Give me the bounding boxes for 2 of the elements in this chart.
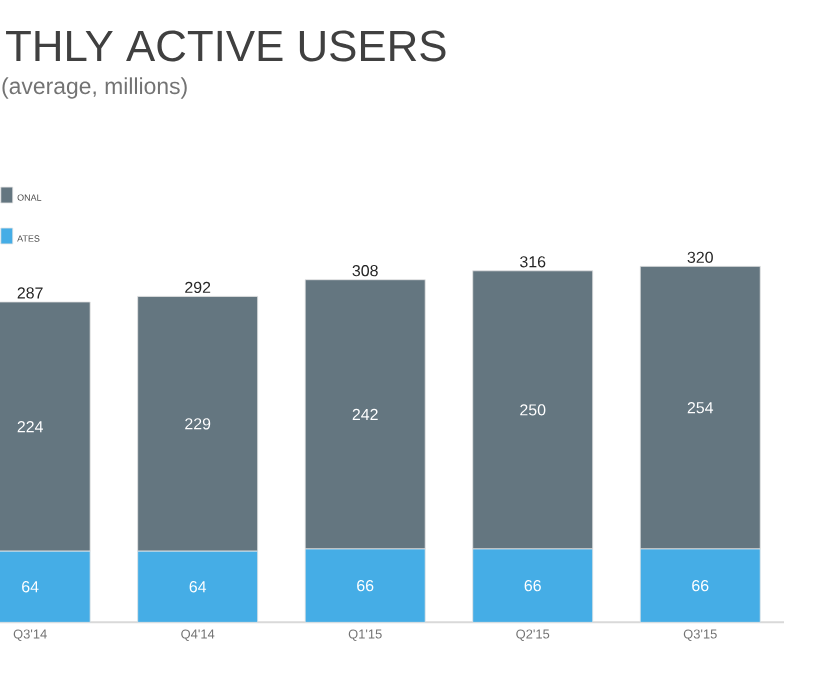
chart-title: THLY ACTIVE USERS (6, 30, 446, 62)
chart-subtitle: (average, millions) (2, 77, 187, 99)
